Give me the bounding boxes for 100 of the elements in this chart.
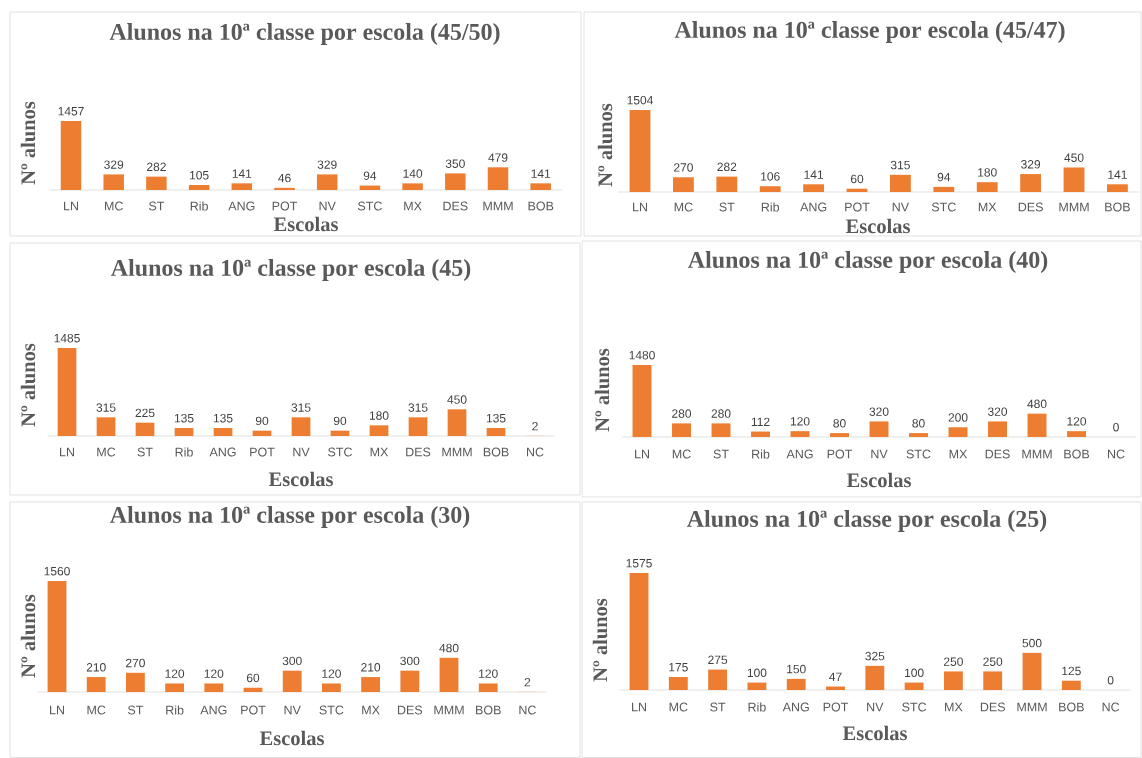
data-label: 125 — [1062, 666, 1081, 676]
x-tick-label: ST — [148, 201, 165, 211]
data-label: 175 — [669, 663, 688, 672]
data-label: 325 — [865, 651, 885, 661]
x-tick-label: MMM — [483, 201, 513, 211]
chart-title: Alunos na 10ª classe por escola (45/50) — [109, 23, 500, 45]
x-tick-label: BOB — [483, 447, 509, 457]
x-tick-label: MX — [949, 449, 968, 459]
data-label: 120 — [479, 669, 498, 678]
x-axis-title: Escolas — [845, 218, 910, 234]
x-axis-title: Escolas — [259, 730, 324, 746]
data-label: 180 — [369, 411, 389, 420]
bar — [57, 347, 77, 436]
bar — [632, 365, 652, 437]
data-label: 105 — [190, 171, 209, 180]
bar — [408, 417, 428, 436]
bar — [274, 187, 295, 190]
data-label: 350 — [445, 159, 465, 168]
x-tick-label: MX — [362, 705, 380, 715]
bar — [716, 176, 738, 192]
data-label: 120 — [204, 669, 224, 678]
bar — [629, 109, 651, 192]
x-tick-label: LN — [632, 702, 646, 712]
bar — [86, 677, 106, 692]
data-label: 480 — [1027, 399, 1047, 409]
data-label: 270 — [674, 163, 693, 172]
bar — [361, 677, 381, 692]
x-tick-label: DES — [980, 702, 1005, 712]
x-tick-label: MX — [978, 202, 997, 212]
bar — [447, 409, 467, 436]
data-label: 450 — [1064, 153, 1084, 162]
bar — [672, 177, 694, 192]
bar — [948, 427, 968, 437]
x-tick-label: BOB — [1105, 202, 1130, 212]
x-tick-label: ANG — [228, 201, 255, 211]
x-tick-label: ST — [710, 702, 726, 712]
x-tick-label: BOB — [476, 705, 501, 715]
data-label: 275 — [708, 655, 728, 665]
data-label: 47 — [829, 672, 842, 681]
bar — [1063, 167, 1085, 192]
x-tick-label: DES — [397, 705, 423, 715]
data-label: 60 — [850, 174, 864, 184]
data-label: 210 — [361, 663, 381, 672]
bar — [291, 417, 311, 436]
bar — [402, 183, 423, 190]
x-tick-label: MMM — [1059, 202, 1089, 212]
x-tick-label: MMM — [434, 705, 464, 715]
x-tick-label: STC — [328, 447, 353, 457]
x-tick-label: DES — [443, 201, 468, 211]
bar — [400, 670, 420, 692]
x-axis-title: Escolas — [842, 725, 907, 741]
data-label: 2 — [532, 421, 538, 431]
x-axis-title: Escolas — [268, 471, 333, 487]
data-label: 141 — [1108, 170, 1127, 179]
x-tick-label: ST — [127, 705, 144, 715]
data-label: 0 — [1107, 675, 1114, 685]
x-tick-label: STC — [357, 201, 382, 211]
chart-title: Alunos na 10ª classe por escola (40) — [688, 251, 1048, 273]
data-label: 1560 — [44, 566, 70, 576]
data-label: 120 — [1067, 417, 1087, 426]
x-tick-label: MC — [97, 447, 116, 457]
y-axis-title: Nº alunos — [594, 348, 610, 432]
data-label: 500 — [1022, 638, 1042, 648]
bar — [126, 672, 145, 692]
x-tick-label: DES — [985, 449, 1010, 459]
bar — [803, 184, 825, 192]
data-label: 135 — [174, 413, 194, 423]
chart-title: Alunos na 10ª classe por escola (45/47) — [674, 21, 1065, 43]
x-axis-title: Escolas — [273, 216, 338, 232]
x-tick-label: POT — [250, 447, 275, 457]
data-label: 141 — [232, 169, 252, 178]
data-label: 135 — [486, 413, 506, 423]
y-axis-title: Nº alunos — [592, 598, 608, 682]
x-tick-label: LN — [50, 705, 64, 715]
bar — [165, 683, 185, 692]
chart-title: Alunos na 10ª classe por escola (45) — [110, 259, 471, 281]
data-label: 120 — [790, 417, 810, 426]
data-label: 90 — [333, 416, 347, 426]
bar — [135, 422, 155, 436]
bar — [96, 417, 116, 436]
x-tick-label: Rib — [190, 201, 208, 211]
x-tick-label: BOB — [528, 201, 554, 211]
x-tick-label: NC — [519, 705, 536, 715]
data-label: 300 — [282, 656, 302, 666]
x-tick-label: ST — [719, 202, 735, 212]
x-tick-label: ST — [137, 447, 153, 457]
bar — [252, 430, 272, 436]
data-label: 300 — [400, 656, 420, 666]
data-label: 315 — [408, 403, 428, 412]
bar — [213, 428, 233, 436]
data-label: 329 — [317, 160, 337, 169]
x-tick-label: BOB — [1059, 702, 1084, 712]
bar — [530, 183, 551, 190]
chart-title: Alunos na 10ª classe por escola (30) — [109, 506, 470, 528]
data-label: 280 — [672, 409, 692, 418]
bar — [1022, 652, 1042, 690]
x-tick-label: MC — [87, 705, 106, 715]
data-label: 2 — [524, 677, 531, 687]
data-label: 141 — [531, 169, 551, 178]
data-label: 135 — [213, 413, 233, 423]
